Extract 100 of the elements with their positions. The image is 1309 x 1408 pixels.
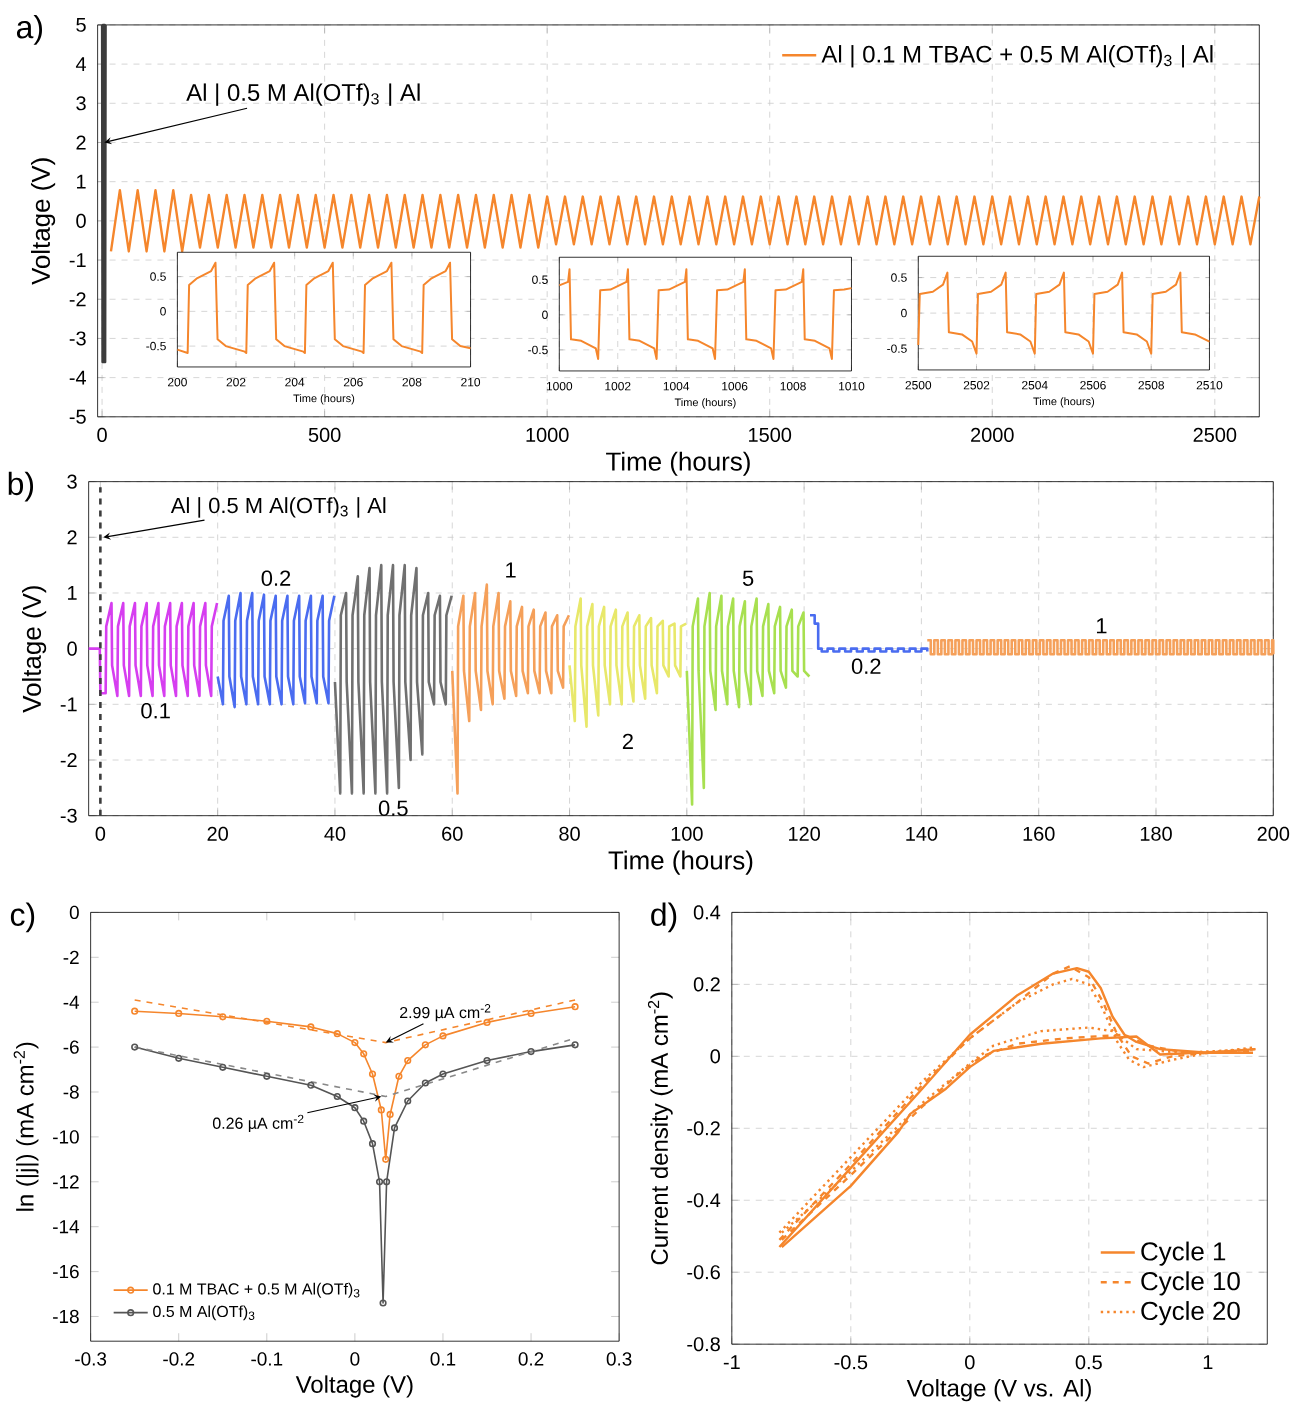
y-tick-label: 0 — [69, 905, 79, 920]
x-tick-label: 208 — [402, 377, 422, 387]
legend-label: Cycle 20 — [1141, 1301, 1240, 1326]
annotation: 2.99 µA cm$^{-2}$ — [399, 1004, 491, 1022]
x-tick-label: 2508 — [1138, 380, 1164, 390]
y-tick-label: -8 — [63, 1085, 79, 1099]
annotation: Al | 0.5 M Al(OTf)$_{3}$ | Al — [170, 497, 386, 518]
y-tick-label: 0 — [900, 308, 907, 318]
x-tick-label: 2500 — [1193, 427, 1237, 442]
y-tick-label: -0.5 — [146, 341, 166, 351]
x-axis-title: Time (hours) — [293, 394, 355, 405]
x-tick-label: 1006 — [722, 381, 748, 391]
x-tick-label: 2506 — [1080, 380, 1106, 390]
y-tick-label: -2 — [63, 950, 79, 964]
y-axis-title: ln (|j|) (mA cm$^{-2}$) — [13, 1042, 39, 1211]
x-axis-title: Voltage (V) — [295, 1375, 413, 1398]
x-tick-label: 1004 — [663, 381, 690, 391]
series-label: 5 — [742, 570, 754, 586]
y-tick-label: 0.5 — [891, 273, 907, 282]
legend-label: Cycle 10 — [1141, 1271, 1240, 1296]
x-tick-label: 500 — [308, 427, 341, 442]
series-label: 1 — [1096, 618, 1107, 634]
x-tick-label: -0.5 — [834, 1355, 868, 1370]
y-tick-label: 1 — [76, 174, 86, 189]
x-tick-label: 1500 — [748, 427, 792, 442]
series-label: 0.2 — [261, 570, 291, 586]
y-tick-label: -14 — [52, 1220, 79, 1234]
x-tick-label: 140 — [906, 826, 938, 841]
x-tick-label: 1000 — [526, 427, 569, 442]
y-tick-label: -10 — [52, 1130, 79, 1144]
y-tick-label: -16 — [52, 1264, 79, 1279]
x-tick-label: 0 — [95, 826, 106, 841]
chart-title: a) — [16, 15, 42, 45]
x-tick-label: 1002 — [605, 381, 631, 391]
y-tick-label: -3 — [69, 331, 86, 346]
x-tick-label: 2510 — [1196, 380, 1223, 390]
y-tick-label: 0.5 — [532, 275, 548, 284]
legend-label: Cycle 1 — [1141, 1241, 1226, 1266]
x-tick-label: 2502 — [963, 380, 990, 390]
y-tick-label: 1 — [67, 586, 77, 600]
x-tick-label: 20 — [207, 826, 228, 841]
y-tick-label: 0.2 — [693, 977, 720, 992]
chart-title: b) — [8, 471, 33, 502]
series-label: 0.2 — [851, 658, 881, 675]
x-tick-label: 180 — [1140, 826, 1172, 841]
y-tick-label: -0.5 — [887, 344, 907, 353]
y-tick-label: 0.5 — [150, 272, 166, 281]
x-tick-label: 2000 — [971, 427, 1014, 442]
x-tick-label: 120 — [788, 826, 820, 841]
y-tick-label: 4 — [75, 57, 86, 71]
legend-label: Al | 0.1 M TBAC + 0.5 M Al(OTf)$_{3}$ | Al — [821, 45, 1213, 68]
x-axis-title: Time (hours) — [605, 451, 750, 476]
x-tick-label: 2500 — [905, 380, 932, 390]
chart-title: d) — [651, 902, 677, 933]
y-tick-label: -5 — [69, 409, 86, 424]
x-tick-label: 160 — [1023, 826, 1055, 841]
y-tick-label: -0.6 — [687, 1265, 720, 1280]
y-tick-label: -0.2 — [687, 1121, 720, 1136]
x-tick-label: 206 — [343, 377, 363, 387]
y-tick-label: 2 — [76, 135, 86, 150]
y-tick-label: -18 — [52, 1309, 79, 1324]
x-tick-label: -1 — [723, 1355, 740, 1369]
y-tick-label: 3 — [76, 96, 86, 111]
annotation: Al | 0.5 M Al(OTf)$_{3}$ | Al — [186, 83, 420, 106]
x-tick-label: -0.3 — [75, 1352, 107, 1366]
series-label: 2 — [622, 733, 633, 749]
x-tick-label: 210 — [461, 377, 480, 387]
y-tick-label: 0.4 — [693, 905, 721, 920]
y-tick-label: -6 — [63, 1040, 79, 1054]
y-tick-label: 0 — [710, 1049, 720, 1064]
y-tick-label: 3 — [67, 474, 77, 489]
y-tick-label: -3 — [60, 808, 77, 823]
y-tick-label: 5 — [76, 17, 86, 32]
y-tick-label: -1 — [69, 253, 86, 267]
x-tick-label: 200 — [1257, 826, 1290, 841]
y-tick-label: 0 — [542, 310, 548, 320]
x-tick-label: 2504 — [1021, 380, 1048, 390]
y-axis-title: Voltage (V) — [30, 158, 56, 285]
y-tick-label: 2 — [67, 530, 77, 545]
x-tick-label: 202 — [226, 377, 246, 387]
y-tick-label: -4 — [69, 370, 86, 385]
x-tick-label: 204 — [285, 377, 305, 387]
x-tick-label: 200 — [167, 377, 187, 387]
x-tick-label: 0.5 — [1075, 1355, 1102, 1370]
x-tick-label: 80 — [559, 826, 580, 841]
y-tick-label: -12 — [52, 1175, 79, 1189]
x-tick-label: 1000 — [546, 381, 573, 391]
y-axis-title: Voltage (V) — [21, 586, 47, 713]
x-tick-label: 0.1 — [430, 1352, 456, 1366]
x-tick-label: -0.1 — [251, 1352, 283, 1366]
x-tick-label: 0 — [97, 427, 107, 442]
series-label: 0.1 — [141, 703, 170, 719]
x-tick-label: 0 — [350, 1352, 360, 1366]
y-axis-title: Current density (mA cm$^{-2}$) — [647, 992, 673, 1265]
y-tick-label: -1 — [60, 697, 77, 712]
annotation: 0.26 µA cm$^{-2}$ — [212, 1114, 304, 1133]
x-tick-label: 0 — [964, 1355, 975, 1370]
x-axis-title: Time (hours) — [608, 850, 753, 875]
series-label: 0.5 — [378, 800, 408, 816]
x-tick-label: 40 — [324, 826, 346, 841]
